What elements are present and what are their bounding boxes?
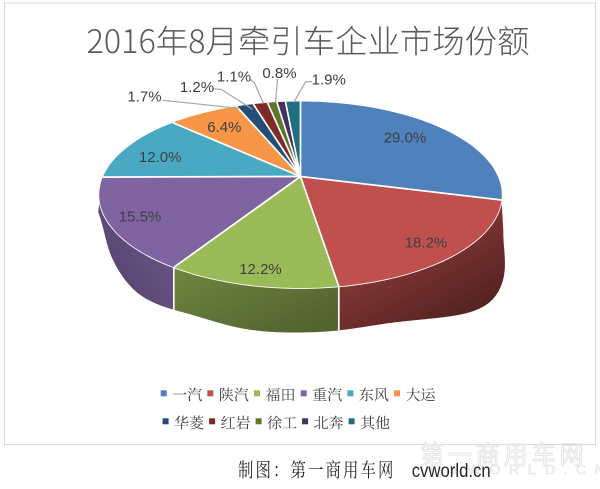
svg-text:12.2%: 12.2% bbox=[239, 261, 282, 278]
svg-text:1.2%: 1.2% bbox=[180, 79, 214, 96]
svg-text:6.4%: 6.4% bbox=[207, 119, 241, 136]
svg-text:29.0%: 29.0% bbox=[384, 130, 427, 147]
svg-text:1.9%: 1.9% bbox=[312, 72, 346, 89]
svg-text:0.8%: 0.8% bbox=[262, 65, 296, 82]
svg-text:18.2%: 18.2% bbox=[405, 235, 448, 252]
svg-text:1.7%: 1.7% bbox=[127, 89, 161, 106]
svg-text:cvworld.cn: cvworld.cn bbox=[412, 461, 491, 482]
svg-text:15.5%: 15.5% bbox=[119, 209, 162, 226]
svg-text:CVWORLD.CN: CVWORLD.CN bbox=[430, 462, 600, 479]
svg-text:12.0%: 12.0% bbox=[139, 149, 182, 166]
svg-text:1.1%: 1.1% bbox=[217, 69, 251, 86]
